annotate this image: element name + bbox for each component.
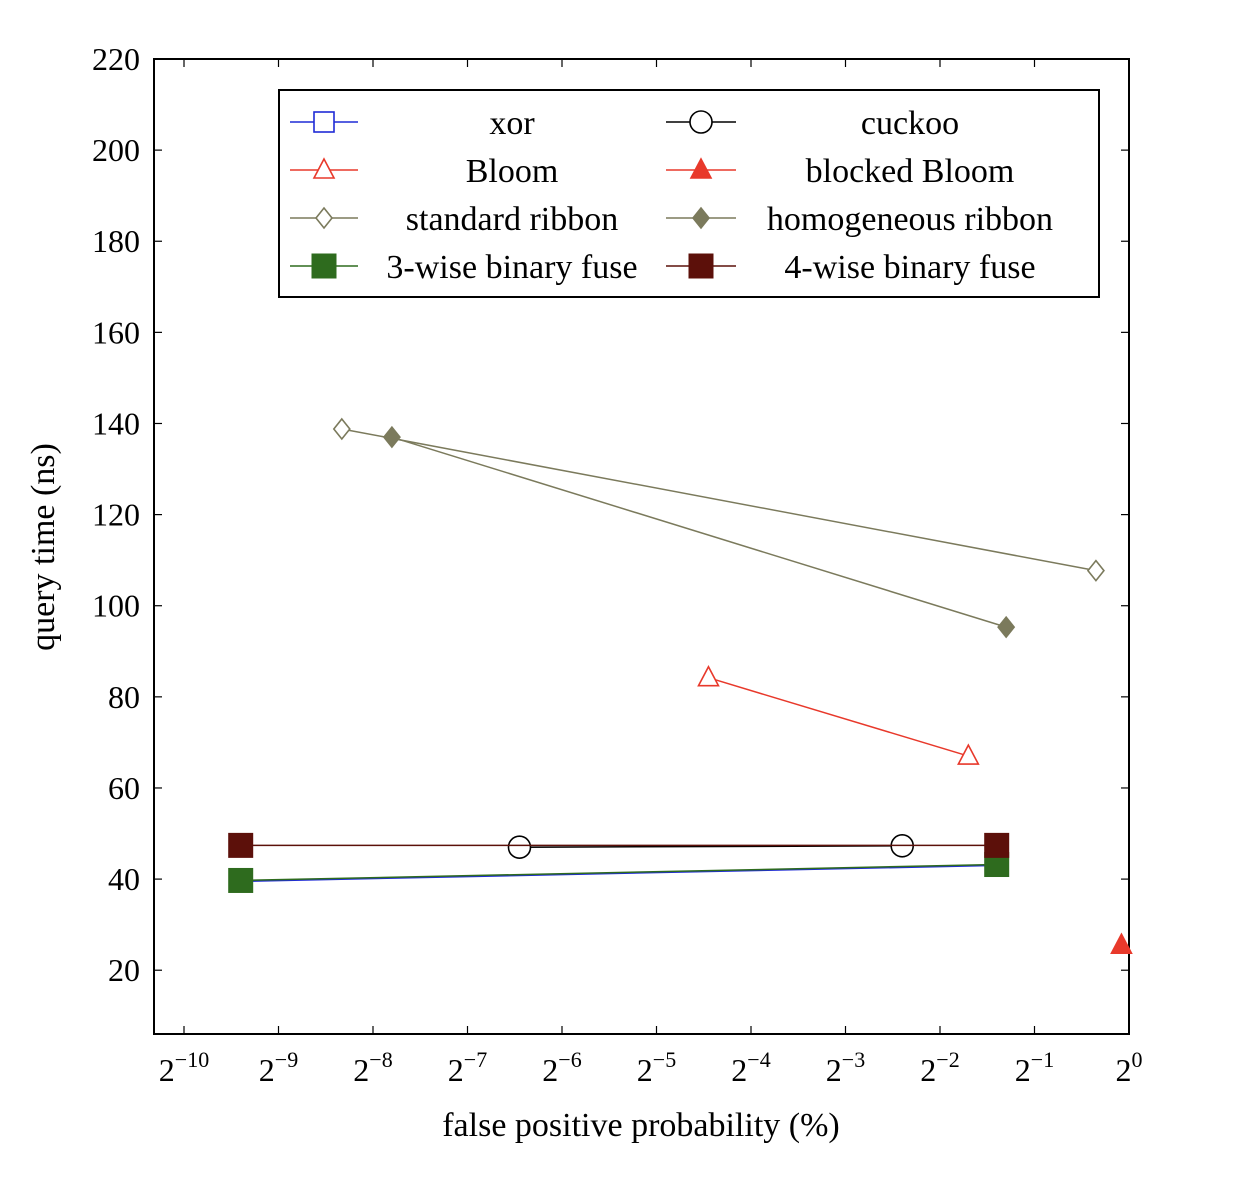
y-tick-label: 60 bbox=[108, 770, 140, 806]
x-tick-label: 2−2 bbox=[920, 1047, 959, 1088]
data-point-homogeneous-ribbon bbox=[997, 615, 1016, 639]
legend-marker bbox=[689, 110, 713, 134]
series-xor bbox=[229, 854, 1008, 893]
series-line-bloom bbox=[708, 676, 969, 757]
series-line-3-wise-binary-fuse bbox=[240, 863, 997, 882]
data-point-standard-ribbon bbox=[1086, 559, 1105, 582]
y-tick-label: 80 bbox=[108, 679, 140, 715]
legend-marker bbox=[688, 253, 714, 279]
legend-marker bbox=[691, 206, 711, 230]
legend-label: 3-wise binary fuse bbox=[386, 249, 637, 286]
plot-frame bbox=[153, 58, 1130, 1035]
y-tick-label: 20 bbox=[108, 952, 140, 988]
x-tick-exponent: −5 bbox=[653, 1047, 676, 1072]
x-tick-base: 2 bbox=[159, 1052, 175, 1088]
x-tick-label: 2−3 bbox=[826, 1047, 865, 1088]
x-tick-exponent: −7 bbox=[464, 1047, 487, 1072]
y-tick-label: 200 bbox=[92, 132, 140, 168]
x-axis-title: false positive probability (%) bbox=[442, 1107, 840, 1144]
series-bloom bbox=[697, 664, 980, 765]
data-point-standard-ribbon bbox=[332, 417, 351, 441]
legend: xor cuckoo Bloom blocked Bloom standard ribb… bbox=[278, 89, 1100, 298]
series-line-standard-ribbon bbox=[341, 428, 1097, 572]
series-cuckoo bbox=[507, 834, 915, 860]
x-tick-exponent: −4 bbox=[747, 1047, 770, 1072]
x-tick-exponent: 0 bbox=[1132, 1047, 1143, 1072]
x-tick-label: 2−9 bbox=[259, 1047, 298, 1088]
x-tick-base: 2 bbox=[542, 1052, 558, 1088]
series-blocked-bloom bbox=[1110, 932, 1133, 954]
x-tick-base: 2 bbox=[1116, 1052, 1132, 1088]
data-point-cuckoo bbox=[507, 835, 532, 860]
legend-marker bbox=[689, 157, 713, 179]
x-tick-exponent: −3 bbox=[842, 1047, 865, 1072]
x-tick-base: 2 bbox=[1015, 1052, 1031, 1088]
series-standard-ribbon bbox=[332, 417, 1105, 582]
x-tick-exponent: −9 bbox=[275, 1047, 298, 1072]
x-tick-base: 2 bbox=[637, 1052, 653, 1088]
legend-label: xor bbox=[489, 105, 535, 142]
legend-entry-cuckoo: cuckoo bbox=[666, 105, 959, 142]
x-tick-base: 2 bbox=[353, 1052, 369, 1088]
legend-label: blocked Bloom bbox=[806, 153, 1015, 190]
series-layer bbox=[228, 417, 1133, 954]
x-tick-label: 2−4 bbox=[731, 1047, 770, 1088]
legend-label: 4-wise binary fuse bbox=[784, 249, 1035, 286]
data-point-3-wise-binary-fuse bbox=[228, 867, 254, 893]
x-tick-exponent: −8 bbox=[369, 1047, 392, 1072]
x-tick-label: 2−8 bbox=[353, 1047, 392, 1088]
series-4-wise-binary-fuse bbox=[228, 832, 1010, 858]
legend-label: standard ribbon bbox=[406, 201, 618, 238]
y-tick-label: 120 bbox=[92, 497, 140, 533]
legend-entry-bloom: Bloom bbox=[290, 153, 558, 190]
data-point-4-wise-binary-fuse bbox=[228, 832, 254, 858]
legend-marker bbox=[313, 111, 335, 133]
x-tick-exponent: −1 bbox=[1031, 1047, 1054, 1072]
legend-marker bbox=[311, 253, 337, 279]
data-point-4-wise-binary-fuse bbox=[984, 832, 1010, 858]
legend-entry-xor: xor bbox=[290, 105, 535, 142]
x-tick-label: 2−10 bbox=[159, 1047, 209, 1088]
series-line-homogeneous-ribbon bbox=[391, 436, 1007, 628]
series-3-wise-binary-fuse bbox=[228, 852, 1010, 893]
data-point-bloom bbox=[697, 664, 720, 687]
x-tick-base: 2 bbox=[920, 1052, 936, 1088]
y-tick-label: 220 bbox=[92, 41, 140, 77]
legend-entry-homogeneous-ribbon: homogeneous ribbon bbox=[666, 201, 1053, 238]
data-point-bloom bbox=[957, 743, 980, 765]
series-homogeneous-ribbon bbox=[382, 425, 1016, 639]
y-tick-label: 160 bbox=[92, 314, 140, 350]
y-tick-label: 100 bbox=[92, 588, 140, 624]
data-point-homogeneous-ribbon bbox=[382, 425, 401, 449]
x-tick-exponent: −6 bbox=[558, 1047, 581, 1072]
legend-label: cuckoo bbox=[861, 105, 959, 142]
legend-entry-blocked-bloom: blocked Bloom bbox=[666, 153, 1014, 190]
legend-label: Bloom bbox=[466, 153, 559, 190]
x-tick-label: 2−5 bbox=[637, 1047, 676, 1088]
x-tick-label: 2−1 bbox=[1015, 1047, 1054, 1088]
y-axis-title: query time (ns) bbox=[25, 443, 62, 651]
x-tick-base: 2 bbox=[826, 1052, 842, 1088]
y-tick-label: 180 bbox=[92, 223, 140, 259]
x-tick-base: 2 bbox=[731, 1052, 747, 1088]
series-line-xor bbox=[240, 864, 997, 883]
legend-marker bbox=[314, 206, 334, 230]
legend-entry-3-wise-binary-fuse: 3-wise binary fuse bbox=[290, 249, 638, 286]
x-tick-label: 2−7 bbox=[448, 1047, 487, 1088]
x-tick-base: 2 bbox=[259, 1052, 275, 1088]
x-tick-label: 2−6 bbox=[542, 1047, 581, 1088]
data-point-blocked-bloom bbox=[1110, 932, 1133, 954]
legend-label: homogeneous ribbon bbox=[767, 201, 1053, 238]
y-tick-label: 140 bbox=[92, 405, 140, 441]
x-tick-label: 20 bbox=[1116, 1047, 1143, 1088]
legend-entry-4-wise-binary-fuse: 4-wise binary fuse bbox=[666, 249, 1036, 286]
legend-marker bbox=[312, 157, 336, 179]
x-tick-base: 2 bbox=[448, 1052, 464, 1088]
y-tick-label: 40 bbox=[108, 861, 140, 897]
legend-entry-standard-ribbon: standard ribbon bbox=[290, 201, 618, 238]
x-tick-exponent: −10 bbox=[175, 1047, 209, 1072]
x-tick-exponent: −2 bbox=[936, 1047, 959, 1072]
